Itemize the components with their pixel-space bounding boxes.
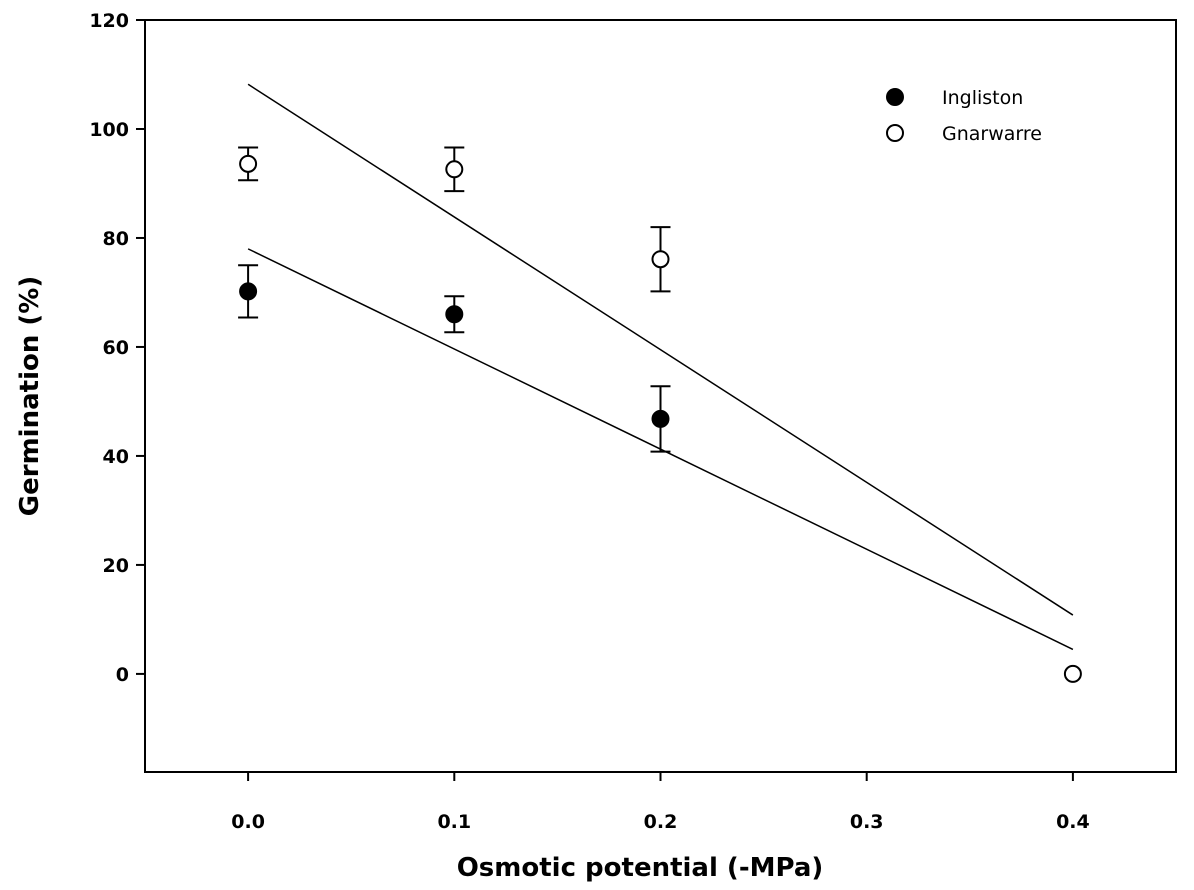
legend-marker-gnarwarre (886, 124, 904, 142)
legend: Ingliston Gnarwarre (886, 87, 1042, 145)
y-tick-label: 80 (103, 228, 129, 250)
x-tick-label: 0.0 (231, 811, 265, 833)
y-tick-label: 20 (103, 555, 129, 577)
y-tick-label: 40 (103, 446, 129, 468)
y-tick-label: 100 (89, 119, 129, 141)
legend-label-gnarwarre: Gnarwarre (942, 123, 1042, 145)
x-axis-ticks: 0.0 0.1 0.2 0.3 0.4 (231, 772, 1090, 833)
fit-lines (247, 83, 1074, 651)
point-ingliston (651, 409, 670, 428)
point-gnarwarre (651, 250, 670, 269)
y-axis-label: Germination (%) (15, 276, 45, 516)
x-tick-label: 0.1 (437, 811, 471, 833)
fit-line-gnarwarre (247, 83, 1074, 616)
y-tick-label: 120 (89, 10, 129, 32)
x-tick-label: 0.4 (1056, 811, 1090, 833)
data-points (239, 154, 1082, 683)
point-gnarwarre (445, 160, 464, 179)
x-tick-label: 0.3 (850, 811, 884, 833)
point-ingliston (445, 305, 464, 324)
x-tick-label: 0.2 (644, 811, 678, 833)
point-ingliston (239, 282, 258, 301)
point-gnarwarre (239, 154, 258, 173)
x-axis-label: Osmotic potential (-MPa) (457, 853, 824, 883)
y-axis-ticks: 0 20 40 60 80 100 120 (89, 10, 145, 686)
y-tick-label: 60 (103, 337, 129, 359)
legend-label-ingliston: Ingliston (942, 87, 1023, 109)
error-bars (238, 146, 671, 453)
legend-marker-ingliston (886, 88, 904, 106)
y-tick-label: 0 (116, 664, 129, 686)
point-gnarwarre (1063, 664, 1082, 683)
